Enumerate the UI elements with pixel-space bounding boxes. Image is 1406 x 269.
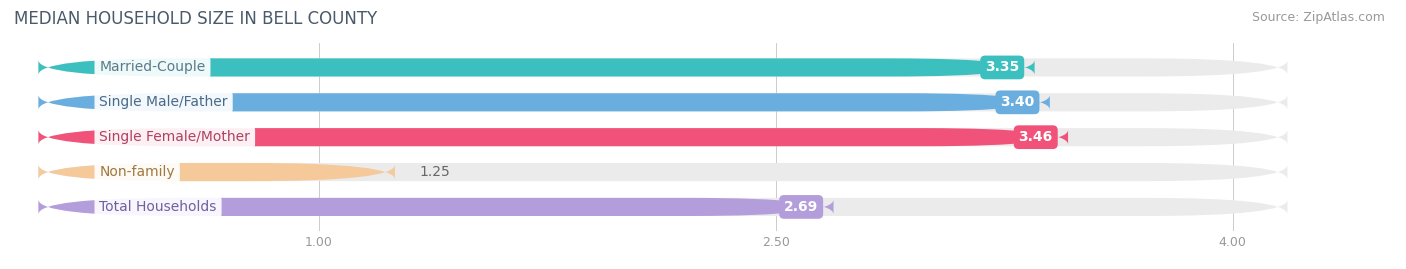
Text: Single Female/Mother: Single Female/Mother <box>100 130 250 144</box>
FancyBboxPatch shape <box>38 58 1035 76</box>
Text: Non-family: Non-family <box>100 165 174 179</box>
Text: MEDIAN HOUSEHOLD SIZE IN BELL COUNTY: MEDIAN HOUSEHOLD SIZE IN BELL COUNTY <box>14 10 377 28</box>
FancyBboxPatch shape <box>38 198 834 216</box>
Text: Single Male/Father: Single Male/Father <box>100 95 228 109</box>
FancyBboxPatch shape <box>38 128 1288 146</box>
Text: 1.25: 1.25 <box>419 165 450 179</box>
Text: Married-Couple: Married-Couple <box>100 61 205 75</box>
FancyBboxPatch shape <box>38 163 395 181</box>
Text: Source: ZipAtlas.com: Source: ZipAtlas.com <box>1251 11 1385 24</box>
Text: 3.46: 3.46 <box>1018 130 1053 144</box>
FancyBboxPatch shape <box>38 93 1288 111</box>
Text: 2.69: 2.69 <box>785 200 818 214</box>
Text: 3.35: 3.35 <box>986 61 1019 75</box>
FancyBboxPatch shape <box>38 128 1069 146</box>
Text: Total Households: Total Households <box>100 200 217 214</box>
Text: 3.40: 3.40 <box>1000 95 1035 109</box>
FancyBboxPatch shape <box>38 58 1288 76</box>
FancyBboxPatch shape <box>38 198 1288 216</box>
FancyBboxPatch shape <box>38 93 1050 111</box>
FancyBboxPatch shape <box>38 163 1288 181</box>
